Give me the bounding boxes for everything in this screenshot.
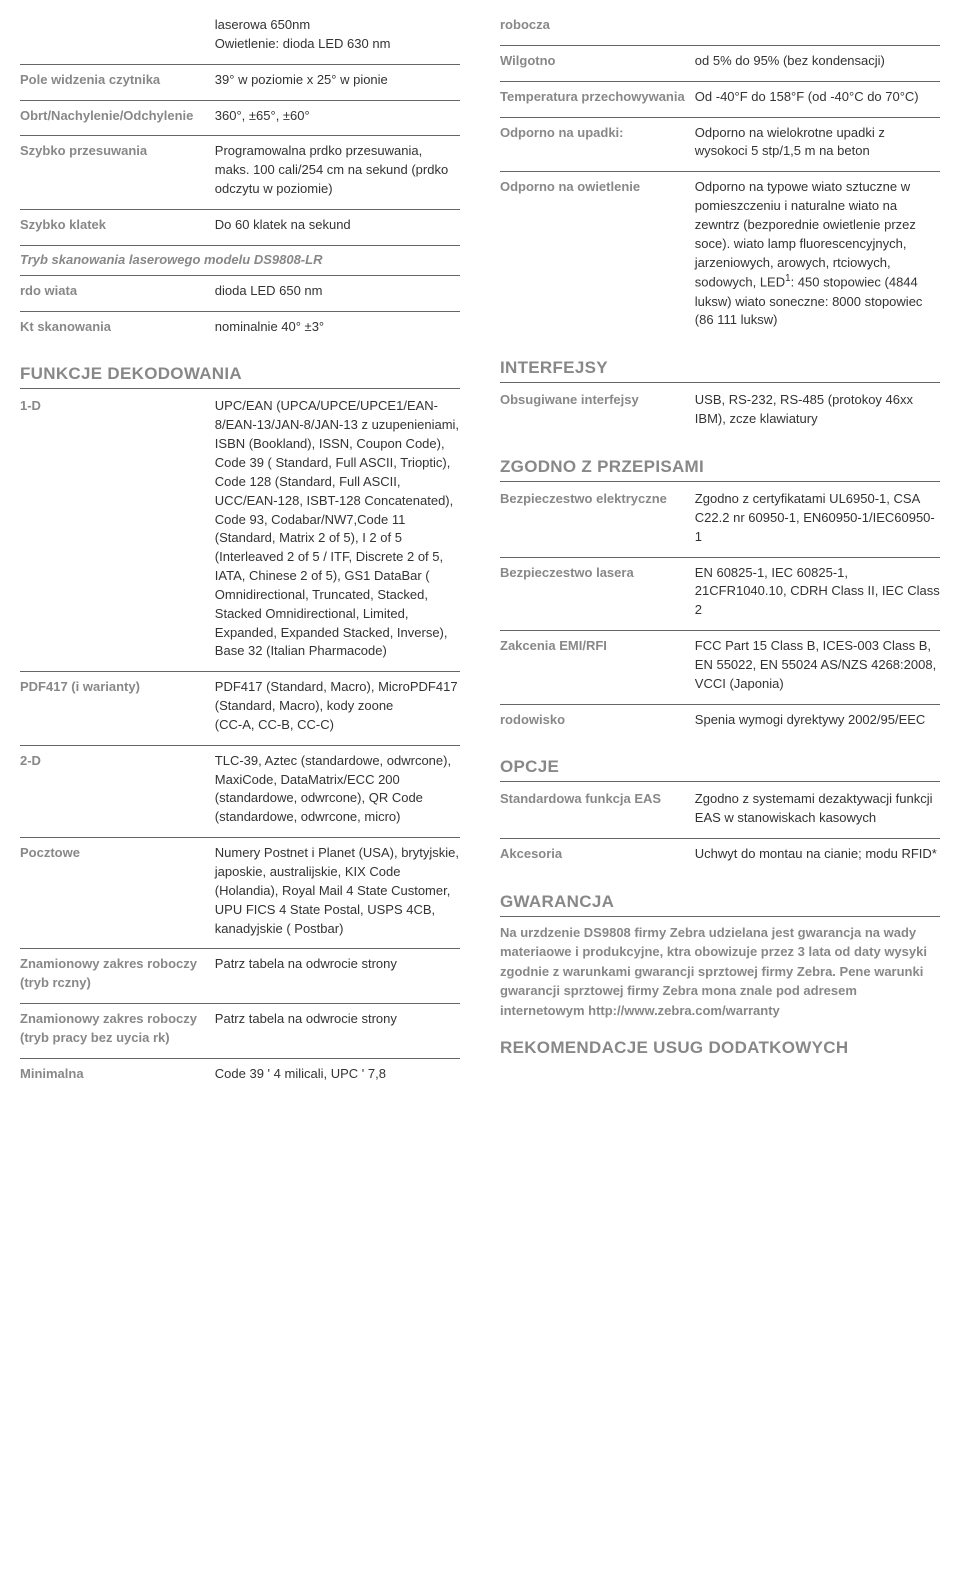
spec-row: Standardowa funkcja EAS Zgodno z systema… bbox=[500, 784, 940, 839]
spec-label: Pole widzenia czytnika bbox=[20, 71, 205, 90]
tryb-lr-row: Tryb skanowania laserowego modelu DS9808… bbox=[20, 246, 460, 276]
spec-row: Temperatura przechowywania Od -40°F do 1… bbox=[500, 82, 940, 118]
spec-label: rdo wiata bbox=[20, 282, 205, 301]
spec-label: Standardowa funkcja EAS bbox=[500, 790, 685, 828]
funkcje-dekodowania-title: FUNKCJE DEKODOWANIA bbox=[20, 364, 460, 384]
spec-row: Szybko klatek Do 60 klatek na sekund bbox=[20, 210, 460, 246]
spec-label: Szybko przesuwania bbox=[20, 142, 205, 199]
divider bbox=[20, 388, 460, 389]
spec-value: Numery Postnet i Planet (USA), brytyjski… bbox=[215, 844, 460, 938]
spec-label: Znamionowy zakres roboczy (tryb pracy be… bbox=[20, 1010, 205, 1048]
divider bbox=[500, 781, 940, 782]
spec-row: Obrt/Nachylenie/Odchylenie 360°, ±65°, ±… bbox=[20, 101, 460, 137]
spec-row-robocza: robocza bbox=[500, 10, 940, 46]
divider bbox=[500, 382, 940, 383]
spec-row-top: laserowa 650nm Owietlenie: dioda LED 630… bbox=[20, 10, 460, 65]
spec-value: Do 60 klatek na sekund bbox=[215, 216, 460, 235]
spec-value-laser: laserowa 650nm Owietlenie: dioda LED 630… bbox=[215, 16, 460, 54]
laser-line2: Owietlenie: dioda LED 630 nm bbox=[215, 36, 391, 51]
zgodno-title: ZGODNO Z PRZEPISAMI bbox=[500, 457, 940, 477]
interfejsy-title: INTERFEJSY bbox=[500, 358, 940, 378]
spec-value: Uchwyt do montau na cianie; modu RFID* bbox=[695, 845, 940, 864]
spec-value-owiet: Odporno na typowe wiato sztuczne w pomie… bbox=[695, 178, 940, 330]
spec-value: Patrz tabela na odwrocie strony bbox=[215, 1010, 460, 1048]
divider bbox=[500, 481, 940, 482]
spec-row: rdo wiata dioda LED 650 nm bbox=[20, 276, 460, 312]
spec-label: Obrt/Nachylenie/Odchylenie bbox=[20, 107, 205, 126]
spec-value: Zgodno z systemami dezaktywacji funkcji … bbox=[695, 790, 940, 828]
spec-label: Odporno na owietlenie bbox=[500, 178, 685, 330]
spec-value: 360°, ±65°, ±60° bbox=[215, 107, 460, 126]
spec-label: Bezpieczestwo elektryczne bbox=[500, 490, 685, 547]
spec-label: Temperatura przechowywania bbox=[500, 88, 685, 107]
gwarancja-text: Na urzdzenie DS9808 firmy Zebra udzielan… bbox=[500, 923, 940, 1021]
spec-label: Odporno na upadki: bbox=[500, 124, 685, 162]
laser-line1: laserowa 650nm bbox=[215, 17, 310, 32]
divider bbox=[500, 916, 940, 917]
spec-label: Wilgotno bbox=[500, 52, 685, 71]
spec-row: Znamionowy zakres roboczy (tryb rczny) P… bbox=[20, 949, 460, 1004]
spec-row: Znamionowy zakres roboczy (tryb pracy be… bbox=[20, 1004, 460, 1059]
spec-label: Bezpieczestwo lasera bbox=[500, 564, 685, 621]
spec-row: Bezpieczestwo lasera EN 60825-1, IEC 608… bbox=[500, 558, 940, 632]
spec-row: Wilgotno od 5% do 95% (bez kondensacji) bbox=[500, 46, 940, 82]
spec-value: nominalnie 40° ±3° bbox=[215, 318, 460, 337]
spec-row: Kt skanowania nominalnie 40° ±3° bbox=[20, 312, 460, 347]
spec-row: PDF417 (i warianty) PDF417 (Standard, Ma… bbox=[20, 672, 460, 746]
spec-value: Programowalna prdko przesuwania, maks. 1… bbox=[215, 142, 460, 199]
spec-label: PDF417 (i warianty) bbox=[20, 678, 205, 735]
gwarancja-title: GWARANCJA bbox=[500, 892, 940, 912]
spec-value: USB, RS-232, RS-485 (protokoy 46xx IBM),… bbox=[695, 391, 940, 429]
spec-value: Code 39 ' 4 milicali, UPC ' 7,8 bbox=[215, 1065, 460, 1084]
spec-label: Znamionowy zakres roboczy (tryb rczny) bbox=[20, 955, 205, 993]
spec-label: Kt skanowania bbox=[20, 318, 205, 337]
opcje-title: OPCJE bbox=[500, 757, 940, 777]
spec-label: Minimalna bbox=[20, 1065, 205, 1084]
spec-value: 39° w poziomie x 25° w pionie bbox=[215, 71, 460, 90]
spec-row: rodowisko Spenia wymogi dyrektywy 2002/9… bbox=[500, 705, 940, 740]
spec-value: TLC-39, Aztec (standardowe, odwrcone), M… bbox=[215, 752, 460, 827]
robocza-label: robocza bbox=[500, 16, 550, 35]
spec-label: 2-D bbox=[20, 752, 205, 827]
spec-value: Odporno na wielokrotne upadki z wysokoci… bbox=[695, 124, 940, 162]
spec-row: Zakcenia EMI/RFI FCC Part 15 Class B, IC… bbox=[500, 631, 940, 705]
rekomendacje-title: REKOMENDACJE USUG DODATKOWYCH bbox=[500, 1038, 940, 1058]
spec-row: Pocztowe Numery Postnet i Planet (USA), … bbox=[20, 838, 460, 949]
spec-value: Zgodno z certyfikatami UL6950-1, CSA C22… bbox=[695, 490, 940, 547]
spec-row: Odporno na upadki: Odporno na wielokrotn… bbox=[500, 118, 940, 173]
spec-value: UPC/EAN (UPCA/UPCE/UPCE1/EAN-8/EAN-13/JA… bbox=[215, 397, 460, 661]
spec-label: rodowisko bbox=[500, 711, 685, 730]
spec-value: Patrz tabela na odwrocie strony bbox=[215, 955, 460, 993]
spec-row: Obsugiwane interfejsy USB, RS-232, RS-48… bbox=[500, 385, 940, 439]
spec-label: Pocztowe bbox=[20, 844, 205, 938]
spec-row: 2-D TLC-39, Aztec (standardowe, odwrcone… bbox=[20, 746, 460, 838]
spec-label: Szybko klatek bbox=[20, 216, 205, 235]
spec-value: dioda LED 650 nm bbox=[215, 282, 460, 301]
spec-row: Pole widzenia czytnika 39° w poziomie x … bbox=[20, 65, 460, 101]
spec-row: Szybko przesuwania Programowalna prdko p… bbox=[20, 136, 460, 210]
owiet-part1: Odporno na typowe wiato sztuczne w pomie… bbox=[695, 179, 916, 290]
spec-row: Odporno na owietlenie Odporno na typowe … bbox=[500, 172, 940, 340]
spec-value: Od -40°F do 158°F (od -40°C do 70°C) bbox=[695, 88, 940, 107]
spec-row: Akcesoria Uchwyt do montau na cianie; mo… bbox=[500, 839, 940, 874]
spec-value: od 5% do 95% (bez kondensacji) bbox=[695, 52, 940, 71]
spec-label: Zakcenia EMI/RFI bbox=[500, 637, 685, 694]
spec-value: Spenia wymogi dyrektywy 2002/95/EEC bbox=[695, 711, 940, 730]
spec-row: Minimalna Code 39 ' 4 milicali, UPC ' 7,… bbox=[20, 1059, 460, 1094]
spec-value: FCC Part 15 Class B, ICES-003 Class B, E… bbox=[695, 637, 940, 694]
spec-row: Bezpieczestwo elektryczne Zgodno z certy… bbox=[500, 484, 940, 558]
spec-value: EN 60825-1, IEC 60825-1, 21CFR1040.10, C… bbox=[695, 564, 940, 621]
spec-row: 1-D UPC/EAN (UPCA/UPCE/UPCE1/EAN-8/EAN-1… bbox=[20, 391, 460, 672]
spec-label: 1-D bbox=[20, 397, 205, 661]
spec-label: Akcesoria bbox=[500, 845, 685, 864]
spec-label: Obsugiwane interfejsy bbox=[500, 391, 685, 429]
spec-value: PDF417 (Standard, Macro), MicroPDF417 (S… bbox=[215, 678, 460, 735]
spec-label-empty bbox=[20, 16, 205, 54]
